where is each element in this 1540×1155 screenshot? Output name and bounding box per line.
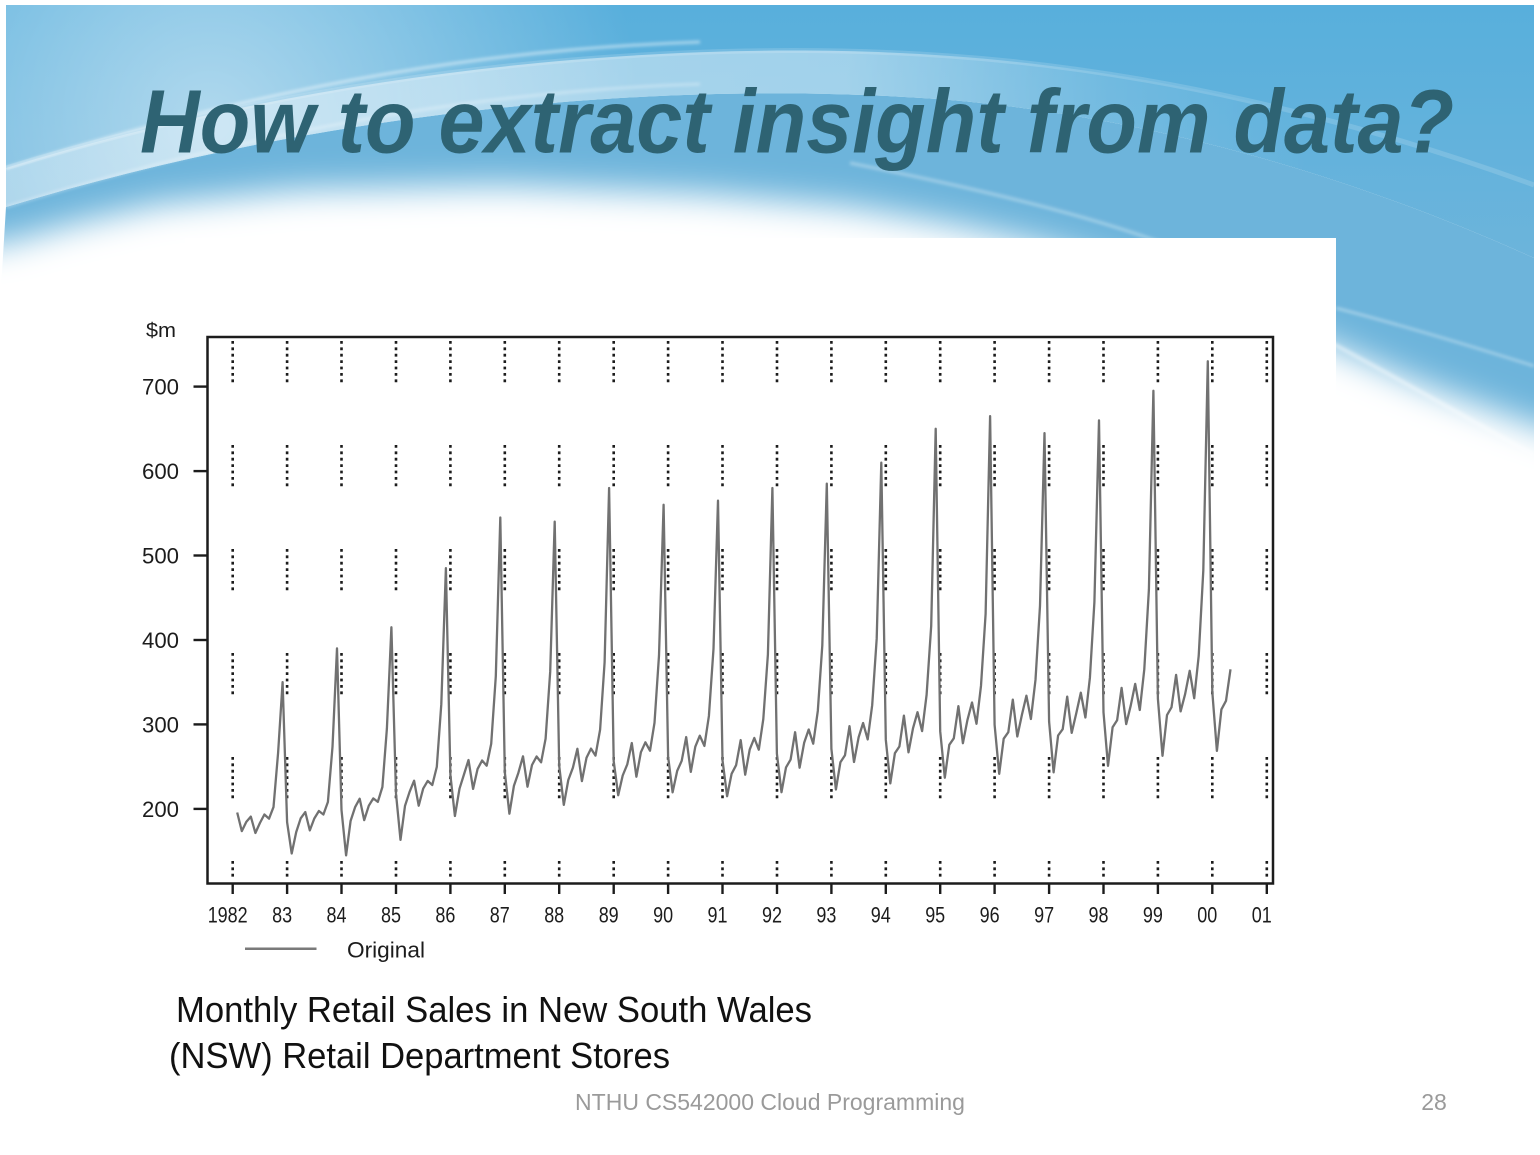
svg-text:(NSW) Retail Department Stores: (NSW) Retail Department Stores (169, 1035, 670, 1076)
svg-text:300: 300 (142, 712, 179, 737)
svg-text:93: 93 (816, 903, 836, 928)
svg-text:92: 92 (762, 903, 782, 928)
svg-text:83: 83 (272, 903, 292, 928)
svg-text:95: 95 (925, 903, 945, 928)
svg-text:98: 98 (1089, 903, 1109, 928)
svg-text:NTHU CS542000 Cloud Programmin: NTHU CS542000 Cloud Programming (575, 1089, 965, 1115)
svg-text:600: 600 (142, 459, 179, 484)
svg-text:00: 00 (1197, 903, 1217, 928)
svg-text:94: 94 (871, 903, 891, 928)
svg-text:500: 500 (142, 544, 179, 569)
svg-text:28: 28 (1421, 1089, 1447, 1115)
svg-text:200: 200 (142, 797, 179, 822)
svg-text:90: 90 (653, 903, 673, 928)
svg-text:How to extract insight from da: How to extract insight from data? (140, 73, 1454, 173)
svg-text:88: 88 (544, 903, 564, 928)
svg-text:89: 89 (599, 903, 619, 928)
svg-text:87: 87 (490, 903, 510, 928)
svg-text:97: 97 (1034, 903, 1054, 928)
svg-text:1982: 1982 (208, 903, 248, 928)
svg-text:$m: $m (146, 320, 176, 342)
svg-text:96: 96 (980, 903, 1000, 928)
svg-text:86: 86 (435, 903, 455, 928)
svg-text:84: 84 (327, 903, 347, 928)
svg-text:700: 700 (142, 375, 179, 400)
svg-text:91: 91 (708, 903, 728, 928)
svg-text:01: 01 (1252, 903, 1272, 928)
svg-text:Monthly Retail Sales in New So: Monthly Retail Sales in New South Wales (176, 989, 812, 1030)
svg-text:99: 99 (1143, 903, 1163, 928)
svg-text:400: 400 (142, 628, 179, 653)
svg-text:85: 85 (381, 903, 401, 928)
svg-text:Original: Original (347, 938, 425, 963)
